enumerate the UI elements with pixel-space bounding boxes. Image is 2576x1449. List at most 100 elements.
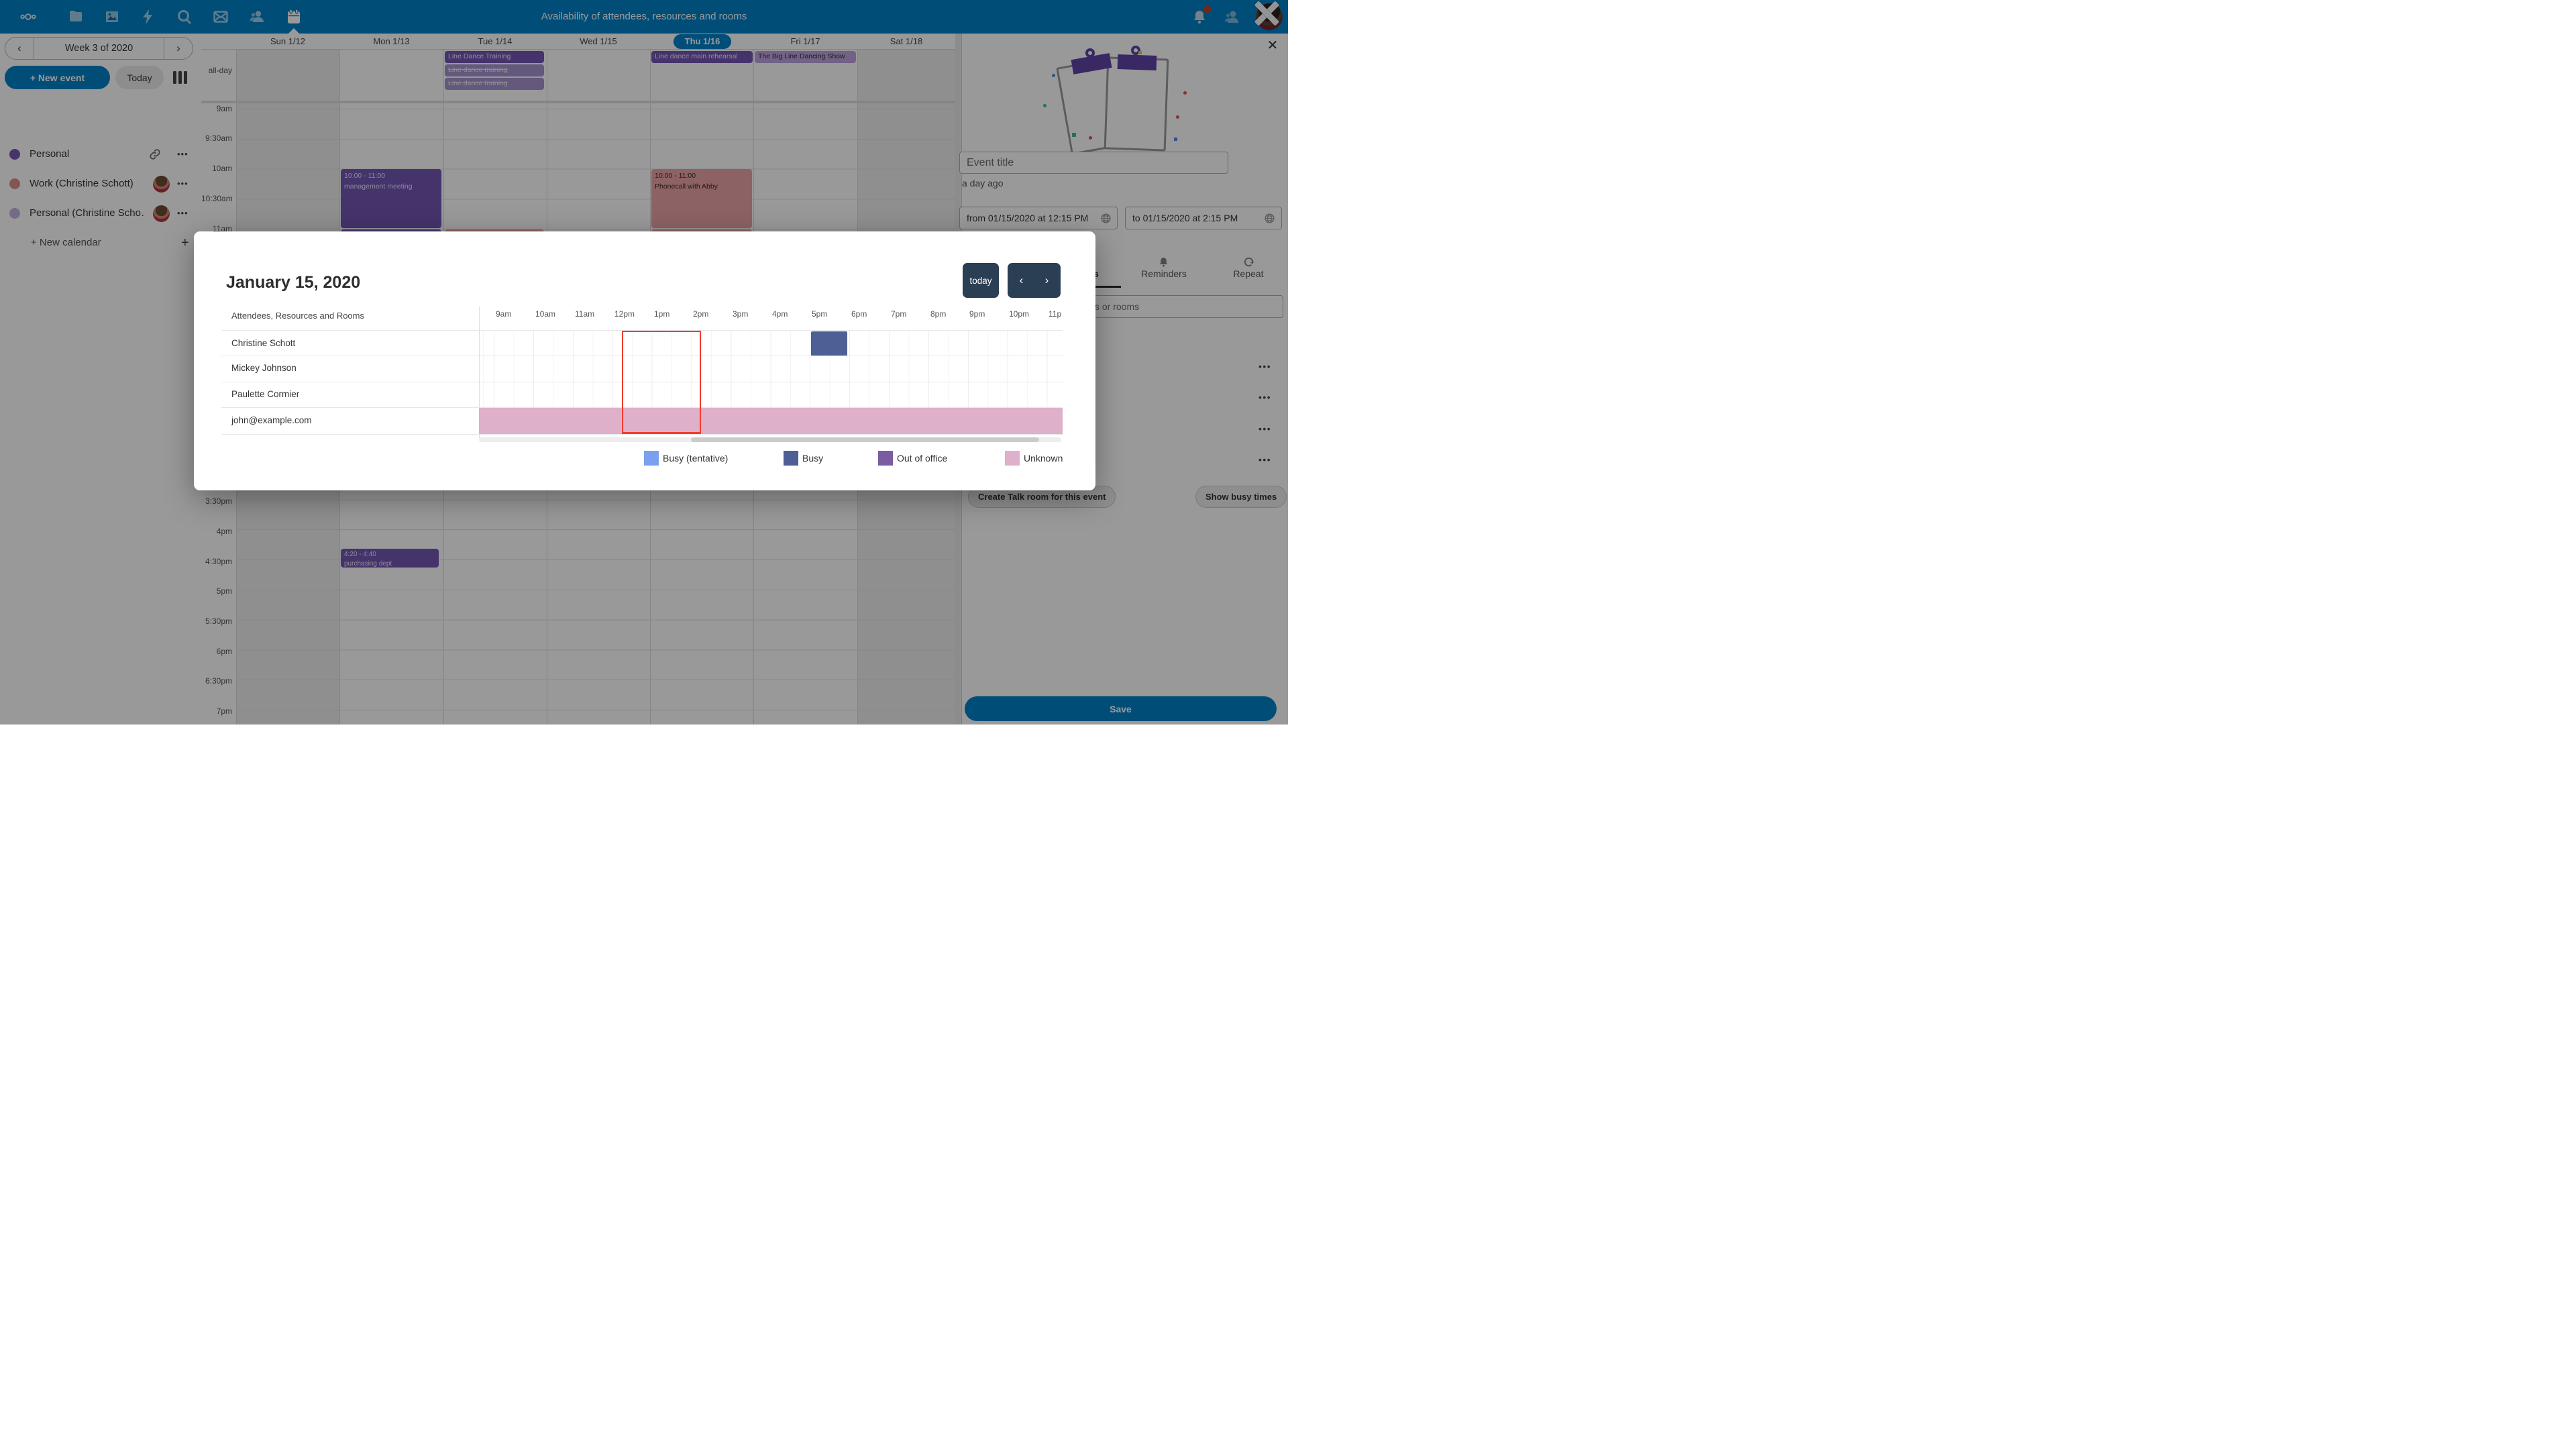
- new-event-button[interactable]: + New event: [5, 66, 110, 89]
- calendar-item-personal-shared[interactable]: Personal (Christine Scho… •••: [0, 199, 201, 228]
- event-time: 10:00 - 11:00: [344, 172, 386, 180]
- new-calendar-button[interactable]: + New calendar: [31, 237, 101, 248]
- day-header-sat[interactable]: Sat 1/18: [890, 36, 923, 46]
- today-button[interactable]: Today: [115, 66, 164, 89]
- new-calendar-plus-icon[interactable]: +: [181, 235, 189, 250]
- event-title: Line dance main rehearsal: [655, 52, 738, 60]
- calendar-menu-button[interactable]: •••: [177, 208, 189, 218]
- allday-event[interactable]: Line dance main rehearsal: [651, 51, 753, 63]
- activity-icon[interactable]: [140, 9, 156, 25]
- confetti-dot: [1176, 115, 1179, 119]
- from-datetime-field[interactable]: from 01/15/2020 at 12:15 PM: [959, 207, 1118, 229]
- calendar-item-work[interactable]: Work (Christine Schott) •••: [0, 169, 201, 199]
- allday-event-declined[interactable]: Line dance training: [445, 78, 544, 90]
- nextcloud-logo-icon[interactable]: [20, 9, 36, 25]
- time-tick: 9pm: [969, 309, 985, 319]
- time-tick: 6pm: [851, 309, 867, 319]
- time-tick: 11pm: [1049, 309, 1061, 319]
- from-value: from 01/15/2020 at 12:15 PM: [967, 213, 1089, 223]
- legend-swatch-busy: [784, 451, 798, 466]
- time-tick: 2pm: [693, 309, 709, 319]
- attendee-menu-button[interactable]: •••: [1258, 361, 1272, 372]
- photos-icon[interactable]: [104, 9, 120, 25]
- calendar-menu-button[interactable]: •••: [177, 178, 189, 189]
- modal-prev-next[interactable]: ‹ ›: [1008, 263, 1061, 298]
- calendar-color-dot: [9, 178, 20, 189]
- calendar-item-personal[interactable]: Personal •••: [0, 140, 201, 169]
- confetti-plus: [1138, 51, 1142, 54]
- time-label: 7pm: [216, 706, 232, 716]
- event-time: 10:00 - 11:00: [655, 172, 696, 180]
- attendee-menu-button[interactable]: •••: [1258, 423, 1272, 434]
- view-toggle-icon[interactable]: [173, 71, 191, 84]
- event-title: The Big Line Dancing Show: [758, 52, 845, 60]
- allday-event-declined[interactable]: Line dance training: [445, 64, 544, 76]
- contacts-icon[interactable]: [249, 9, 265, 25]
- next-day-chevron-icon[interactable]: ›: [1044, 274, 1049, 286]
- day-header-tue[interactable]: Tue 1/14: [478, 36, 513, 46]
- tab-repeat[interactable]: Repeat: [1233, 268, 1264, 279]
- illustration-clip-ring: [1085, 48, 1095, 58]
- confetti-dot: [1043, 104, 1046, 107]
- allday-event[interactable]: The Big Line Dancing Show: [755, 51, 856, 63]
- time-tick: 8pm: [930, 309, 947, 319]
- event-phonecall-with-abby[interactable]: 10:00 - 11:00 Phonecall with Abby: [651, 169, 752, 228]
- day-header-wed[interactable]: Wed 1/15: [580, 36, 617, 46]
- attendee-row-name: Mickey Johnson: [231, 363, 297, 373]
- notification-badge: [1203, 5, 1211, 13]
- prev-day-chevron-icon[interactable]: ‹: [1019, 274, 1024, 286]
- page-title: Availability of attendees, resources and…: [541, 11, 747, 22]
- timezone-globe-icon[interactable]: [1100, 213, 1112, 224]
- files-icon[interactable]: [68, 9, 84, 25]
- allday-label: all-day: [208, 66, 232, 75]
- event-title-input[interactable]: [959, 152, 1228, 174]
- close-icon[interactable]: ✕: [1267, 38, 1279, 53]
- day-header-mon[interactable]: Mon 1/13: [373, 36, 410, 46]
- search-icon[interactable]: [176, 9, 193, 25]
- share-link-icon[interactable]: [149, 148, 161, 160]
- event-title: Line dance training: [448, 79, 508, 87]
- row-divider: [221, 330, 1063, 331]
- week-navigation: ‹ Week 3 of 2020 ›: [5, 37, 193, 60]
- notifications-bell-icon[interactable]: [1191, 9, 1208, 25]
- event-purchasing-dept[interactable]: 4:20 - 4:40 purchasing dept: [341, 549, 439, 568]
- contacts-menu-icon[interactable]: [1224, 9, 1240, 25]
- attendee-menu-button[interactable]: •••: [1258, 454, 1272, 465]
- day-header-thu-active[interactable]: Thu 1/16: [674, 34, 731, 49]
- unknown-availability-block: [479, 407, 1063, 434]
- event-title: Phonecall with Abby: [655, 182, 718, 191]
- day-header-sun[interactable]: Sun 1/12: [270, 36, 306, 46]
- last-modified-text: a day ago: [962, 178, 1004, 189]
- event-management-meeting[interactable]: 10:00 - 11:00 management meeting: [341, 169, 441, 228]
- timezone-globe-icon[interactable]: [1264, 213, 1275, 224]
- confetti-dot: [1183, 91, 1187, 95]
- time-label: 11am: [212, 224, 232, 233]
- left-sidebar: ‹ Week 3 of 2020 › + New event Today Per…: [0, 34, 201, 724]
- show-busy-times-button[interactable]: Show busy times: [1195, 486, 1287, 508]
- attendee-menu-button[interactable]: •••: [1258, 392, 1272, 402]
- calendar-icon[interactable]: [286, 9, 302, 25]
- top-bar: Availability of attendees, resources and…: [0, 0, 1288, 34]
- tab-reminders[interactable]: Reminders: [1141, 268, 1187, 279]
- timeline-scrollbar-thumb[interactable]: [691, 437, 1039, 442]
- mail-icon[interactable]: [213, 9, 229, 25]
- time-label: 4:30pm: [205, 557, 232, 566]
- save-button[interactable]: Save: [965, 696, 1277, 721]
- legend-label: Unknown: [1024, 453, 1063, 464]
- to-value: to 01/15/2020 at 2:15 PM: [1132, 213, 1238, 223]
- next-week-button[interactable]: ›: [176, 42, 180, 54]
- attendees-column-header: Attendees, Resources and Rooms: [231, 311, 364, 321]
- event-title: management meeting: [344, 182, 413, 191]
- modal-today-button[interactable]: today: [963, 263, 999, 298]
- legend-swatch-busy-tentative: [644, 451, 659, 466]
- to-datetime-field[interactable]: to 01/15/2020 at 2:15 PM: [1125, 207, 1282, 229]
- prev-week-button[interactable]: ‹: [17, 42, 21, 54]
- day-header-fri[interactable]: Fri 1/17: [790, 36, 820, 46]
- allday-event[interactable]: Line Dance Training: [445, 51, 544, 63]
- calendar-menu-button[interactable]: •••: [177, 149, 189, 159]
- selected-time-range[interactable]: [622, 331, 701, 434]
- event-time: 4:20 - 4:40: [344, 551, 376, 558]
- week-label[interactable]: Week 3 of 2020: [34, 38, 164, 59]
- calendar-item-label: Personal (Christine Scho…: [30, 207, 144, 219]
- time-label: 10:30am: [201, 194, 233, 203]
